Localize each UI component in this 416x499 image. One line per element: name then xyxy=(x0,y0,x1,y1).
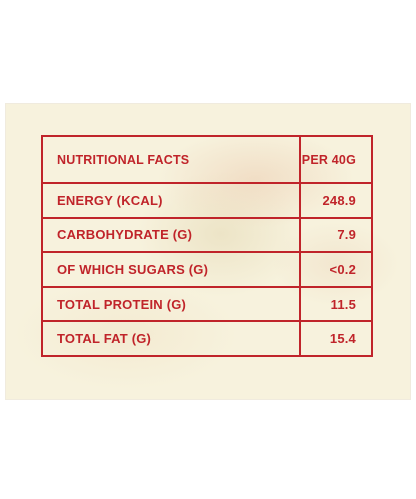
nutrient-value: 7.9 xyxy=(299,216,373,254)
table-row-energy: ENERGY (KCAL) 248.9 xyxy=(41,182,373,219)
table-row-sugars: OF WHICH SUGARS (G) <0.2 xyxy=(41,251,373,288)
nutrient-value: 15.4 xyxy=(299,320,373,357)
nutrition-label-card: NUTRITIONAL FACTS PER 40G ENERGY (KCAL) … xyxy=(6,104,410,399)
table-row-fat: TOTAL FAT (G) 15.4 xyxy=(41,320,373,357)
table-header-row: NUTRITIONAL FACTS PER 40G xyxy=(41,135,373,184)
nutrient-value: <0.2 xyxy=(299,251,373,288)
nutrient-name: CARBOHYDRATE (G) xyxy=(41,216,301,254)
table-row-carbohydrate: CARBOHYDRATE (G) 7.9 xyxy=(41,216,373,254)
nutrient-name: ENERGY (KCAL) xyxy=(41,182,301,219)
per-serving-heading: PER 40G xyxy=(299,135,373,184)
nutrient-value: 248.9 xyxy=(299,182,373,219)
nutrient-name: OF WHICH SUGARS (G) xyxy=(41,251,301,288)
nutrient-value: 11.5 xyxy=(299,285,373,323)
nutritional-facts-heading: NUTRITIONAL FACTS xyxy=(41,135,301,184)
table-row-protein: TOTAL PROTEIN (G) 11.5 xyxy=(41,285,373,323)
nutrient-name: TOTAL PROTEIN (G) xyxy=(41,285,301,323)
nutrient-name: TOTAL FAT (G) xyxy=(41,320,301,357)
nutrition-facts-table: NUTRITIONAL FACTS PER 40G ENERGY (KCAL) … xyxy=(41,135,373,357)
